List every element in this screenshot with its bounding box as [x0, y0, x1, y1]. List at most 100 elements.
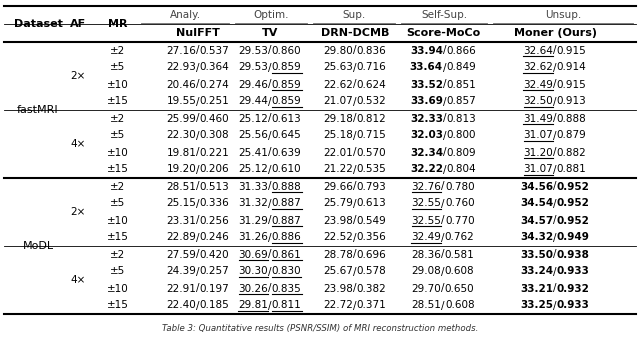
Text: /: / [268, 284, 272, 294]
Text: 0.949: 0.949 [557, 232, 589, 242]
Text: /: / [353, 131, 357, 140]
Text: /: / [443, 131, 447, 140]
Text: 33.94: 33.94 [410, 45, 443, 55]
Text: 30.26: 30.26 [239, 284, 268, 294]
Text: /: / [554, 182, 557, 192]
Text: Optim.: Optim. [253, 10, 289, 20]
Text: ±15: ±15 [107, 97, 129, 106]
Text: 29.53: 29.53 [239, 45, 268, 55]
Text: 25.12: 25.12 [239, 164, 268, 174]
Text: /: / [554, 198, 557, 208]
Text: /: / [353, 182, 357, 192]
Text: 0.952: 0.952 [557, 182, 589, 192]
Text: ±2: ±2 [110, 45, 125, 55]
Text: 0.613: 0.613 [357, 198, 387, 208]
Text: 33.64: 33.64 [410, 63, 443, 73]
Text: /: / [554, 250, 557, 260]
Text: 0.696: 0.696 [357, 250, 387, 260]
Text: /: / [553, 147, 557, 158]
Text: 0.715: 0.715 [357, 131, 387, 140]
Text: ±10: ±10 [107, 216, 129, 226]
Text: 32.34: 32.34 [410, 147, 443, 158]
Text: /: / [554, 284, 557, 294]
Text: 32.49: 32.49 [524, 79, 554, 90]
Text: /: / [353, 216, 357, 226]
Text: /: / [353, 147, 357, 158]
Text: /: / [353, 79, 357, 90]
Text: 22.01: 22.01 [324, 147, 353, 158]
Text: 0.861: 0.861 [272, 250, 301, 260]
Text: 0.251: 0.251 [200, 97, 230, 106]
Text: 0.952: 0.952 [557, 216, 590, 226]
Text: /: / [268, 182, 272, 192]
Text: 32.55: 32.55 [412, 198, 442, 208]
Text: 0.336: 0.336 [200, 198, 230, 208]
Text: 31.29: 31.29 [239, 216, 268, 226]
Text: 22.72: 22.72 [323, 300, 353, 310]
Text: 0.420: 0.420 [200, 250, 230, 260]
Text: ±15: ±15 [107, 232, 129, 242]
Text: 32.55: 32.55 [412, 216, 442, 226]
Text: 19.20: 19.20 [166, 164, 196, 174]
Text: 0.578: 0.578 [357, 266, 387, 276]
Text: 0.836: 0.836 [356, 45, 387, 55]
Text: 34.56: 34.56 [520, 182, 554, 192]
Text: /: / [553, 131, 557, 140]
Text: 24.39: 24.39 [166, 266, 196, 276]
Text: 0.364: 0.364 [200, 63, 230, 73]
Text: 33.21: 33.21 [520, 284, 554, 294]
Text: 32.62: 32.62 [524, 63, 554, 73]
Text: /: / [554, 216, 557, 226]
Text: 0.932: 0.932 [557, 284, 589, 294]
Text: 0.256: 0.256 [200, 216, 230, 226]
Text: ±5: ±5 [110, 198, 125, 208]
Text: /: / [442, 266, 445, 276]
Text: 0.888: 0.888 [272, 182, 301, 192]
Text: ±2: ±2 [110, 113, 125, 124]
Text: ±10: ±10 [107, 147, 129, 158]
Text: Moner (Ours): Moner (Ours) [513, 28, 596, 38]
Text: 23.98: 23.98 [323, 216, 353, 226]
Text: /: / [268, 198, 272, 208]
Text: /: / [268, 63, 272, 73]
Text: 20.46: 20.46 [166, 79, 196, 90]
Text: 25.79: 25.79 [323, 198, 353, 208]
Text: 2×: 2× [70, 207, 86, 217]
Text: 0.952: 0.952 [557, 198, 590, 208]
Text: Score-MoCo: Score-MoCo [406, 28, 480, 38]
Text: 0.770: 0.770 [445, 216, 474, 226]
Text: 0.938: 0.938 [557, 250, 589, 260]
Text: 34.57: 34.57 [520, 216, 554, 226]
Text: 0.809: 0.809 [447, 147, 476, 158]
Text: 22.93: 22.93 [166, 63, 196, 73]
Text: 29.66: 29.66 [323, 182, 353, 192]
Text: 0.221: 0.221 [200, 147, 230, 158]
Text: ±5: ±5 [110, 266, 125, 276]
Text: /: / [196, 182, 200, 192]
Text: 0.849: 0.849 [447, 63, 476, 73]
Text: 0.866: 0.866 [446, 45, 476, 55]
Text: /: / [196, 300, 200, 310]
Text: 31.07: 31.07 [524, 164, 553, 174]
Text: /: / [553, 164, 557, 174]
Text: 0.887: 0.887 [272, 198, 301, 208]
Text: /: / [268, 232, 272, 242]
Text: /: / [442, 182, 445, 192]
Text: /: / [353, 284, 357, 294]
Text: 25.18: 25.18 [323, 131, 353, 140]
Text: 31.20: 31.20 [524, 147, 553, 158]
Text: 22.89: 22.89 [166, 232, 196, 242]
Text: 22.62: 22.62 [323, 79, 353, 90]
Text: /: / [443, 113, 446, 124]
Text: TV: TV [262, 28, 278, 38]
Text: 0.887: 0.887 [272, 216, 301, 226]
Text: 21.22: 21.22 [323, 164, 353, 174]
Text: 34.32: 34.32 [520, 232, 554, 242]
Text: /: / [196, 198, 200, 208]
Text: 0.608: 0.608 [445, 300, 474, 310]
Text: 25.12: 25.12 [239, 113, 268, 124]
Text: 25.67: 25.67 [323, 266, 353, 276]
Text: /: / [554, 266, 557, 276]
Text: Unsup.: Unsup. [545, 10, 581, 20]
Text: 4×: 4× [70, 275, 86, 285]
